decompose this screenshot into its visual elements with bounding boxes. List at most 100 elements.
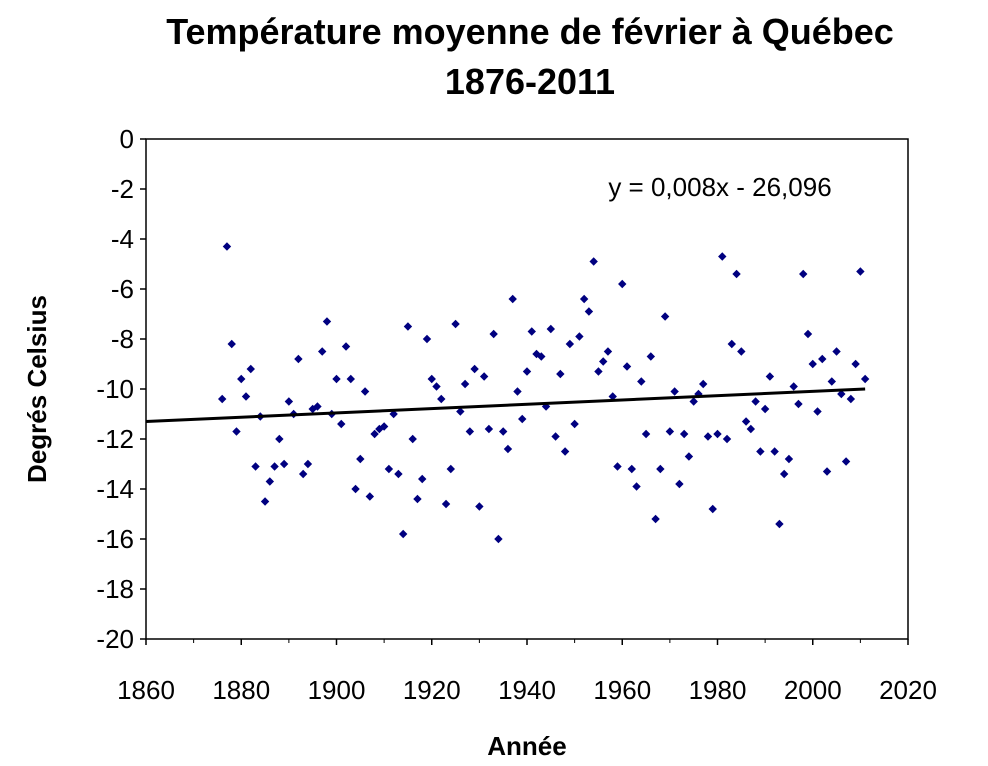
y-tick-label: -12 <box>96 424 134 454</box>
data-point <box>498 427 508 436</box>
data-point <box>713 429 722 439</box>
data-point <box>222 242 232 251</box>
data-point <box>508 294 517 304</box>
data-point <box>413 494 422 504</box>
data-point <box>822 467 832 476</box>
data-point <box>708 504 717 514</box>
data-point <box>841 457 851 466</box>
data-point <box>779 469 789 479</box>
y-tick-label: -4 <box>111 224 134 254</box>
data-point <box>479 372 489 381</box>
data-point <box>398 529 408 539</box>
data-point <box>422 334 432 344</box>
data-point <box>575 332 584 341</box>
data-point <box>570 419 579 429</box>
data-point <box>803 329 813 339</box>
data-point <box>846 394 856 404</box>
data-point <box>741 417 751 426</box>
data-point <box>379 422 389 431</box>
data-point <box>656 464 665 474</box>
data-point <box>560 447 570 456</box>
data-point <box>770 447 779 456</box>
data-point <box>418 474 427 484</box>
x-tick-label: 1880 <box>212 675 270 705</box>
data-point <box>584 307 594 316</box>
data-point <box>403 322 413 331</box>
data-point <box>689 397 698 406</box>
data-point <box>765 372 775 381</box>
chart-subtitle: 1876-2011 <box>445 61 615 102</box>
x-tick-label: 1960 <box>593 675 651 705</box>
data-point <box>756 447 765 456</box>
y-tick-label: -20 <box>96 624 134 654</box>
x-tick-label: 2020 <box>879 675 937 705</box>
data-point <box>808 359 817 369</box>
data-point <box>641 429 651 439</box>
data-point <box>675 479 684 489</box>
y-tick-label: -10 <box>96 374 134 404</box>
data-point <box>408 434 417 444</box>
data-point <box>503 444 513 454</box>
data-point <box>246 364 255 374</box>
data-point <box>260 497 270 506</box>
data-point <box>518 414 527 424</box>
data-point <box>351 484 360 494</box>
data-point <box>737 347 746 356</box>
data-point <box>751 397 760 406</box>
data-point <box>603 347 613 356</box>
data-point <box>294 354 303 364</box>
data-point <box>432 382 441 391</box>
data-point <box>608 392 617 401</box>
chart-title: Température moyenne de février à Québec <box>166 11 894 52</box>
y-tick-label: -14 <box>96 474 134 504</box>
data-point <box>637 377 646 386</box>
data-point <box>699 379 708 389</box>
data-point <box>746 424 756 434</box>
data-point <box>627 464 636 474</box>
data-point <box>337 419 346 429</box>
data-point <box>441 499 451 509</box>
data-point <box>794 399 803 409</box>
data-point <box>394 469 403 479</box>
data-point <box>651 514 660 524</box>
data-point <box>251 462 260 471</box>
data-point <box>684 452 694 461</box>
data-point <box>827 377 836 386</box>
y-tick-label: -16 <box>96 524 134 554</box>
data-point <box>470 364 479 374</box>
data-point <box>284 397 294 406</box>
data-point <box>218 394 227 404</box>
y-tick-label: -6 <box>111 274 134 304</box>
data-point <box>465 427 475 436</box>
data-point <box>665 427 675 436</box>
data-point <box>356 454 365 464</box>
data-point <box>332 374 341 384</box>
data-point <box>227 339 236 349</box>
data-point <box>837 389 846 399</box>
x-tick-label: 1920 <box>403 675 461 705</box>
x-tick-label: 1860 <box>117 675 175 705</box>
data-point <box>622 362 632 371</box>
data-point <box>670 387 679 396</box>
data-point <box>818 354 827 364</box>
data-point <box>589 257 598 266</box>
data-point <box>851 359 860 369</box>
data-point <box>460 379 470 389</box>
data-point <box>322 317 332 326</box>
data-point <box>594 367 603 376</box>
data-point <box>722 434 732 444</box>
data-point <box>522 367 532 376</box>
data-point <box>437 394 446 404</box>
data-point <box>298 469 308 479</box>
data-point <box>799 269 808 279</box>
data-point <box>646 352 656 361</box>
data-point <box>813 407 822 416</box>
data-point <box>703 432 713 441</box>
data-point <box>494 534 503 544</box>
data-point <box>694 389 703 399</box>
data-point <box>365 492 375 501</box>
data-point <box>546 324 556 334</box>
data-point <box>537 352 546 361</box>
data-point <box>556 369 565 379</box>
